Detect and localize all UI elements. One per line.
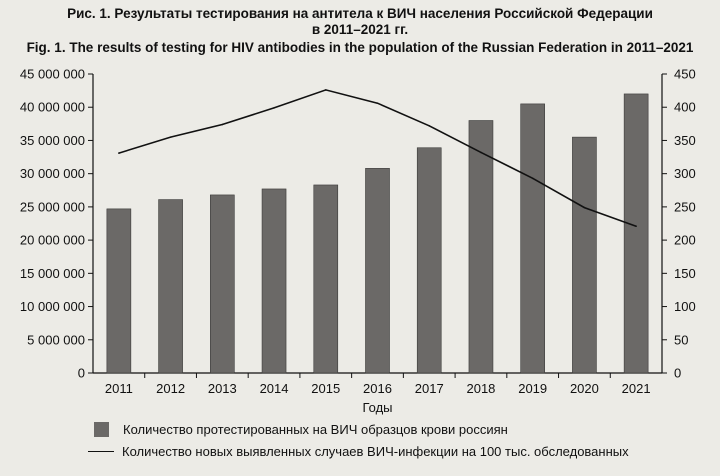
y-left-tick-label: 45 000 000 [20,67,85,82]
legend-line-swatch [88,450,114,452]
x-tick-label: 2018 [466,381,495,396]
x-tick-label: 2019 [518,381,547,396]
x-tick-label: 2012 [156,381,185,396]
title-russian-line1: Рис. 1. Результаты тестирования на антит… [67,6,653,21]
title-english: Fig. 1. The results of testing for HIV a… [26,40,694,55]
legend-bar-label: Количество протестированных на ВИЧ образ… [123,421,508,437]
x-tick-label: 2021 [622,381,651,396]
x-tick-label: 2015 [311,381,340,396]
bar [416,147,442,374]
axes-group [88,73,667,378]
line-point [583,206,586,209]
line-point [169,136,172,138]
bar [520,103,545,374]
bar [572,136,597,374]
y-right-tick-label: 250 [674,199,696,214]
x-tick-label: 2016 [363,381,392,396]
y-right-tick-label: 200 [674,233,696,248]
y-left-tick-label: 30 000 000 [20,166,85,181]
x-tick-label: 2020 [570,381,599,396]
y-right-tick-label: 50 [674,332,688,347]
y-right-tick-label: 350 [674,133,696,148]
y-right-tick-label: 450 [674,67,696,82]
line-point [480,151,482,154]
line-point [376,102,379,105]
legend-line-label: Количество новых выявленных случаев ВИЧ-… [122,443,629,459]
y-left-tick-label: 35 000 000 [20,133,85,148]
line-point [118,152,120,154]
title-russian-line2: в 2011–2021 гг. [311,22,409,37]
y-left-tick-label: 0 [78,366,85,381]
y-left-tick-label: 20 000 000 [20,233,85,248]
x-tick-label: 2017 [415,381,444,396]
legend: Количество протестированных на ВИЧ образ… [88,418,629,462]
y-left-tick-label: 40 000 000 [20,100,85,115]
bar [623,93,649,374]
y-left-tick-label: 10 000 000 [20,299,85,314]
line-point [635,225,637,227]
y-right-tick-label: 150 [674,266,696,281]
figure-title: Рис. 1. Результаты тестирования на антит… [0,6,720,56]
line-point [221,123,224,126]
legend-item-bars: Количество протестированных на ВИЧ образ… [88,418,629,440]
y-left-tick-label: 5 000 000 [27,332,85,347]
line-point [273,107,275,109]
bar [210,194,235,374]
bar [365,168,390,374]
bar [261,188,287,374]
x-tick-label: 2013 [208,381,237,396]
tick-labels-group: 0 5 000 000 10 000 000 15 000 000 20 000 000… [20,67,696,416]
x-tick-label: 2014 [260,381,289,396]
bar [106,208,132,374]
line-group [118,89,637,227]
legend-item-line: Количество новых выявленных случаев ВИЧ-… [88,440,629,462]
x-tick-label: 2011 [105,381,133,396]
y-right-tick-label: 100 [674,299,696,314]
bar [158,199,183,374]
bar [313,184,339,374]
line-point [531,177,534,180]
x-axis-title: Годы [362,400,392,415]
line-point [324,89,327,91]
legend-bar-swatch [94,421,109,437]
y-right-tick-label: 0 [674,366,681,381]
y-right-tick-label: 300 [674,166,696,181]
line-point [428,125,431,127]
bars-group [106,93,649,374]
bar [468,120,494,374]
y-left-tick-label: 25 000 000 [20,199,85,214]
y-right-tick-label: 400 [674,100,696,115]
y-left-tick-label: 15 000 000 [20,266,85,281]
